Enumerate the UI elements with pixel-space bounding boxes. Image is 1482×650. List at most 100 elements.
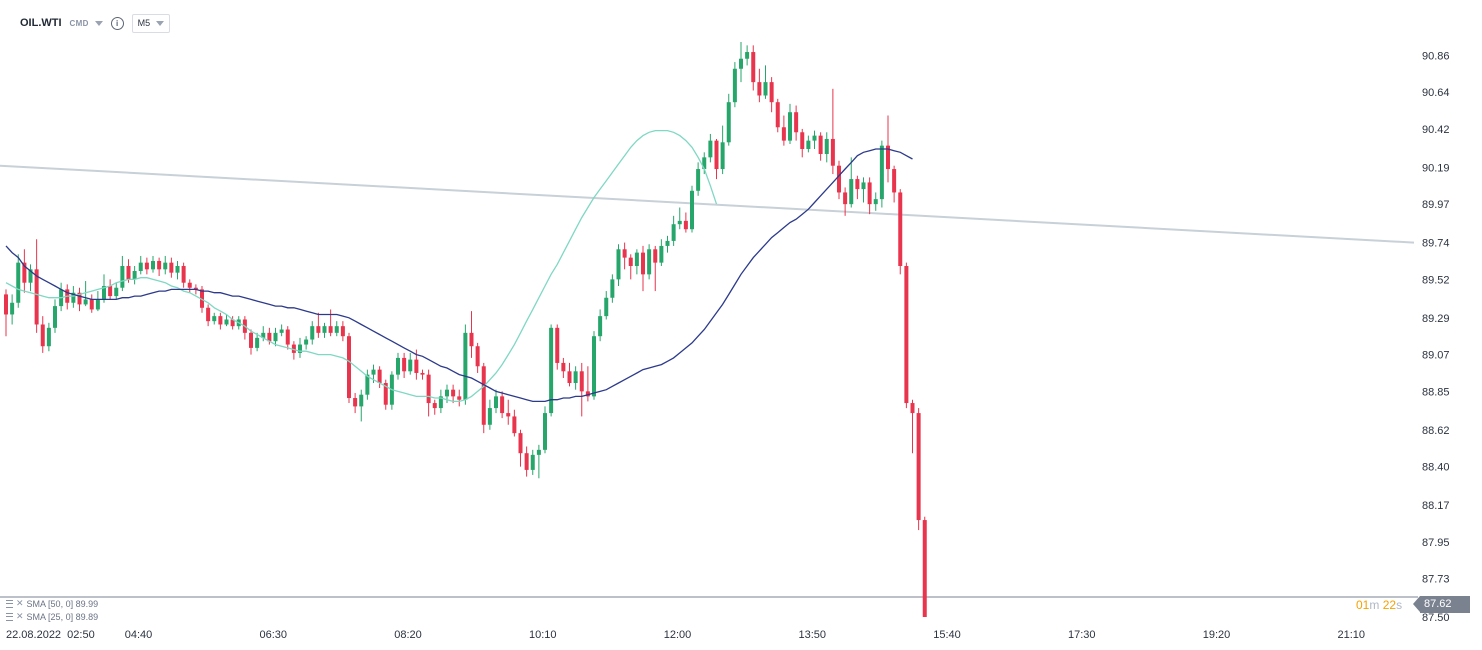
- candle[interactable]: [494, 389, 498, 414]
- candle[interactable]: [647, 244, 652, 280]
- candle[interactable]: [585, 366, 590, 402]
- info-icon[interactable]: i: [110, 16, 124, 30]
- candle[interactable]: [475, 342, 480, 373]
- close-icon[interactable]: ✕: [16, 598, 24, 608]
- candle[interactable]: [579, 362, 584, 417]
- candle[interactable]: [316, 312, 321, 338]
- candle[interactable]: [181, 262, 186, 288]
- candle[interactable]: [549, 324, 554, 417]
- candle[interactable]: [677, 207, 682, 230]
- candle[interactable]: [89, 294, 94, 313]
- candle[interactable]: [622, 242, 627, 270]
- candle[interactable]: [298, 337, 302, 358]
- candle[interactable]: [665, 235, 670, 253]
- candle[interactable]: [175, 260, 180, 280]
- candle[interactable]: [567, 362, 572, 387]
- candle[interactable]: [426, 369, 431, 417]
- candle[interactable]: [347, 332, 351, 404]
- candle[interactable]: [310, 321, 315, 345]
- candle[interactable]: [255, 332, 260, 352]
- candle[interactable]: [481, 362, 486, 434]
- candle[interactable]: [249, 329, 253, 355]
- candle[interactable]: [218, 312, 223, 330]
- instrument-symbol[interactable]: OIL.WTI: [20, 17, 62, 29]
- candle[interactable]: [487, 399, 492, 430]
- candle[interactable]: [788, 103, 792, 144]
- candle[interactable]: [616, 244, 621, 287]
- candle[interactable]: [261, 326, 266, 342]
- candle[interactable]: [524, 446, 529, 477]
- candle[interactable]: [634, 249, 639, 275]
- candle[interactable]: [469, 311, 474, 358]
- candle[interactable]: [102, 274, 106, 303]
- candle[interactable]: [230, 316, 235, 330]
- candle[interactable]: [500, 391, 505, 419]
- candle[interactable]: [873, 192, 878, 211]
- candle[interactable]: [867, 177, 872, 215]
- candle[interactable]: [904, 262, 909, 409]
- candle[interactable]: [800, 128, 805, 158]
- candle[interactable]: [610, 274, 615, 303]
- candle[interactable]: [628, 254, 633, 280]
- candle[interactable]: [879, 140, 884, 208]
- candle[interactable]: [28, 264, 33, 292]
- candle[interactable]: [322, 322, 327, 338]
- candle[interactable]: [849, 157, 854, 208]
- candle[interactable]: [438, 389, 443, 414]
- candle[interactable]: [726, 93, 731, 146]
- candle[interactable]: [714, 138, 719, 180]
- candle[interactable]: [806, 135, 811, 153]
- candle[interactable]: [739, 42, 743, 83]
- candle[interactable]: [708, 133, 713, 163]
- candle[interactable]: [690, 185, 694, 233]
- candle[interactable]: [641, 245, 645, 292]
- candle[interactable]: [769, 77, 774, 113]
- candle[interactable]: [512, 409, 517, 437]
- candle[interactable]: [818, 132, 823, 161]
- candle[interactable]: [745, 45, 750, 66]
- candle[interactable]: [120, 255, 125, 292]
- candle[interactable]: [751, 45, 756, 91]
- candle[interactable]: [77, 287, 82, 312]
- candle[interactable]: [4, 289, 8, 337]
- candle[interactable]: [757, 68, 762, 103]
- candle[interactable]: [328, 309, 333, 337]
- candle[interactable]: [683, 212, 688, 233]
- candle[interactable]: [187, 279, 192, 293]
- candle[interactable]: [910, 399, 915, 454]
- candle[interactable]: [812, 130, 817, 149]
- candle[interactable]: [83, 281, 88, 307]
- candle[interactable]: [781, 115, 786, 146]
- candle[interactable]: [285, 326, 290, 350]
- candle[interactable]: [830, 88, 835, 175]
- candle[interactable]: [383, 379, 388, 410]
- candle[interactable]: [451, 384, 456, 404]
- candle[interactable]: [732, 62, 737, 108]
- candle[interactable]: [775, 98, 780, 133]
- candle[interactable]: [22, 249, 27, 293]
- candle[interactable]: [837, 160, 841, 200]
- candle[interactable]: [212, 312, 217, 325]
- candle[interactable]: [653, 245, 658, 292]
- candle[interactable]: [922, 516, 927, 617]
- candle[interactable]: [702, 152, 707, 175]
- candle[interactable]: [71, 286, 76, 308]
- candle[interactable]: [132, 265, 137, 285]
- candle[interactable]: [163, 255, 168, 275]
- candle[interactable]: [273, 327, 278, 347]
- candle[interactable]: [138, 255, 143, 275]
- candle[interactable]: [892, 165, 897, 203]
- candle[interactable]: [518, 429, 523, 467]
- candle[interactable]: [408, 352, 413, 375]
- candle[interactable]: [763, 65, 768, 99]
- candle[interactable]: [898, 189, 903, 275]
- candle[interactable]: [530, 449, 535, 475]
- candle[interactable]: [108, 279, 113, 300]
- candle[interactable]: [291, 341, 296, 360]
- candle[interactable]: [224, 314, 229, 327]
- candle[interactable]: [169, 257, 174, 278]
- candle[interactable]: [457, 389, 462, 407]
- candle[interactable]: [40, 316, 45, 353]
- candle[interactable]: [671, 215, 676, 246]
